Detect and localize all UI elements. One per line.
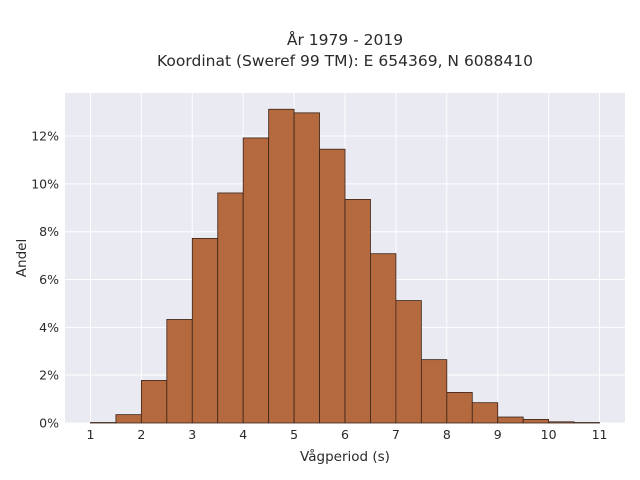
histogram-bar bbox=[319, 148, 346, 424]
y-tick-label: 2% bbox=[39, 368, 59, 383]
histogram-bar bbox=[217, 192, 244, 424]
histogram-bar bbox=[242, 137, 270, 424]
chart-title-line-1: År 1979 - 2019 bbox=[287, 30, 403, 49]
x-tick-label: 10 bbox=[541, 427, 557, 442]
bars bbox=[90, 108, 600, 424]
histogram-bar bbox=[115, 414, 142, 424]
histogram-bar bbox=[446, 391, 473, 424]
histogram-bar bbox=[420, 359, 448, 424]
histogram-bar bbox=[268, 108, 295, 424]
y-tick-label: 8% bbox=[39, 224, 59, 239]
histogram-bar bbox=[471, 402, 499, 424]
histogram-bar bbox=[191, 237, 219, 424]
histogram-bar bbox=[293, 112, 320, 424]
x-tick-label: 1 bbox=[86, 427, 94, 442]
histogram-bar bbox=[395, 300, 422, 424]
x-tick-label: 8 bbox=[443, 427, 451, 442]
x-tick-label: 9 bbox=[494, 427, 502, 442]
x-tick-label: 4 bbox=[239, 427, 247, 442]
histogram-bar bbox=[548, 421, 575, 424]
y-tick-label: 12% bbox=[31, 129, 59, 144]
y-axis-label: Andel bbox=[14, 239, 30, 277]
histogram-bar bbox=[166, 319, 193, 424]
x-tick-label: 2 bbox=[137, 427, 145, 442]
histogram-bar bbox=[497, 416, 524, 424]
y-ticks: 0% 2% 4% 6% 8% 10% 12% bbox=[31, 129, 59, 431]
histogram-bar bbox=[140, 380, 168, 424]
y-tick-label: 6% bbox=[39, 272, 59, 287]
x-tick-label: 6 bbox=[341, 427, 349, 442]
histogram-bar bbox=[522, 419, 550, 424]
y-tick-label: 4% bbox=[39, 320, 59, 335]
chart-title-line-2: Koordinat (Sweref 99 TM): E 654369, N 60… bbox=[157, 52, 533, 70]
histogram-bar bbox=[344, 199, 371, 424]
x-tick-label: 11 bbox=[592, 427, 608, 442]
x-ticks: 1 2 3 4 5 6 7 8 9 10 11 bbox=[86, 427, 607, 442]
y-tick-label: 10% bbox=[31, 176, 59, 191]
x-tick-label: 5 bbox=[290, 427, 298, 442]
x-axis-label: Vågperiod (s) bbox=[300, 448, 390, 465]
histogram-bar bbox=[370, 253, 397, 424]
x-tick-label: 7 bbox=[392, 427, 400, 442]
y-tick-label: 0% bbox=[39, 416, 59, 431]
x-tick-label: 3 bbox=[188, 427, 196, 442]
